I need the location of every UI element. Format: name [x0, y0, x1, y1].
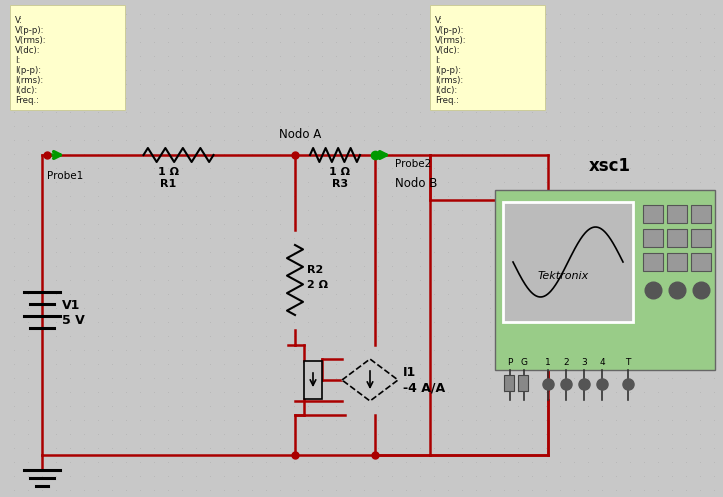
Text: R1: R1 — [161, 179, 176, 189]
Text: 5 V: 5 V — [62, 314, 85, 327]
FancyBboxPatch shape — [691, 253, 711, 271]
Text: 4: 4 — [599, 358, 605, 367]
FancyBboxPatch shape — [430, 5, 545, 110]
Text: Freq.:: Freq.: — [435, 96, 459, 105]
Text: I(rms):: I(rms): — [15, 76, 43, 85]
Text: Probe1: Probe1 — [47, 171, 83, 181]
Text: -4 A/A: -4 A/A — [403, 382, 445, 395]
Text: 2: 2 — [563, 358, 569, 367]
Text: xsc1: xsc1 — [589, 157, 631, 175]
FancyBboxPatch shape — [691, 205, 711, 223]
Text: 2 Ω: 2 Ω — [307, 280, 328, 290]
FancyBboxPatch shape — [518, 375, 528, 391]
Text: I(p-p):: I(p-p): — [15, 66, 41, 75]
FancyBboxPatch shape — [667, 229, 687, 247]
Text: V:: V: — [435, 16, 443, 25]
Text: Freq.:: Freq.: — [15, 96, 39, 105]
FancyBboxPatch shape — [10, 5, 125, 110]
Polygon shape — [342, 359, 398, 401]
Text: V(p-p):: V(p-p): — [435, 26, 464, 35]
Text: T: T — [625, 358, 630, 367]
FancyBboxPatch shape — [643, 205, 663, 223]
FancyBboxPatch shape — [691, 229, 711, 247]
Text: V(p-p):: V(p-p): — [15, 26, 45, 35]
Text: Tektronix: Tektronix — [538, 271, 589, 281]
Text: G: G — [521, 358, 528, 367]
FancyBboxPatch shape — [304, 361, 322, 399]
Text: P: P — [508, 358, 513, 367]
Text: 1: 1 — [545, 358, 551, 367]
Text: I(dc):: I(dc): — [15, 86, 38, 95]
Text: I:: I: — [15, 56, 20, 65]
Text: I(dc):: I(dc): — [435, 86, 457, 95]
FancyBboxPatch shape — [503, 202, 633, 322]
FancyBboxPatch shape — [667, 253, 687, 271]
FancyBboxPatch shape — [667, 205, 687, 223]
Text: 1 Ω: 1 Ω — [330, 167, 351, 177]
Text: Probe2: Probe2 — [395, 159, 431, 169]
Text: 3: 3 — [581, 358, 587, 367]
Text: V(dc):: V(dc): — [435, 46, 461, 55]
FancyBboxPatch shape — [643, 229, 663, 247]
Text: V(rms):: V(rms): — [15, 36, 46, 45]
Text: R2: R2 — [307, 265, 323, 275]
FancyBboxPatch shape — [495, 190, 715, 370]
Text: V(dc):: V(dc): — [15, 46, 40, 55]
Text: V:: V: — [15, 16, 23, 25]
Text: I1: I1 — [403, 365, 416, 379]
FancyBboxPatch shape — [643, 253, 663, 271]
FancyBboxPatch shape — [504, 375, 514, 391]
Text: I(rms):: I(rms): — [435, 76, 463, 85]
Text: I(p-p):: I(p-p): — [435, 66, 461, 75]
Text: R3: R3 — [332, 179, 348, 189]
Text: V(rms):: V(rms): — [435, 36, 466, 45]
Text: Nodo B: Nodo B — [395, 177, 437, 190]
Text: I:: I: — [435, 56, 440, 65]
Text: V1: V1 — [62, 299, 80, 312]
Text: 1 Ω: 1 Ω — [158, 167, 179, 177]
Text: Nodo A: Nodo A — [279, 128, 321, 141]
